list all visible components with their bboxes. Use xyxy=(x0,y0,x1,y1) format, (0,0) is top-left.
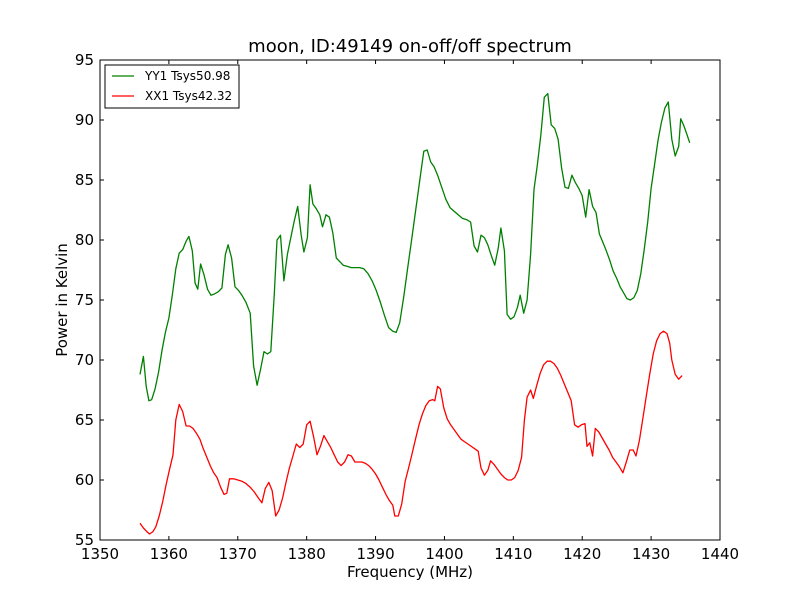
y-axis-label: Power in Kelvin xyxy=(53,243,71,357)
y-axis-ticks: 55 60 65 70 75 80 85 90 95 xyxy=(75,51,720,549)
y-tick-label: 70 xyxy=(75,351,94,369)
x-tick-label: 1400 xyxy=(425,545,463,563)
y-tick-label: 65 xyxy=(75,411,94,429)
chart-title: moon, ID:49149 on-off/off spectrum xyxy=(248,36,572,57)
x-axis-ticks: 1350 1360 1370 1380 1390 1400 1410 1420 1430 1440 xyxy=(81,60,739,563)
legend-box xyxy=(104,64,240,109)
series-line-0 xyxy=(139,92,691,402)
x-tick-label: 1410 xyxy=(494,545,532,563)
x-tick-label: 1430 xyxy=(632,545,670,563)
x-axis-label: Frequency (MHz) xyxy=(347,563,473,581)
x-tick-label: 1420 xyxy=(563,545,601,563)
y-tick-label: 90 xyxy=(75,111,94,129)
y-tick-label: 80 xyxy=(75,231,94,249)
y-tick-label: 95 xyxy=(75,51,94,69)
y-tick-label: 75 xyxy=(75,291,94,309)
y-tick-label: 55 xyxy=(75,531,94,549)
legend: YY1 Tsys50.98 XX1 Tsys42.32 xyxy=(104,64,240,109)
x-tick-label: 1390 xyxy=(356,545,394,563)
y-tick-label: 60 xyxy=(75,471,94,489)
x-tick-label: 1380 xyxy=(288,545,326,563)
plot-background xyxy=(100,60,720,540)
x-tick-label: 1360 xyxy=(150,545,188,563)
x-tick-label: 1440 xyxy=(701,545,739,563)
series-line-1 xyxy=(139,330,683,535)
legend-label-0: YY1 Tsys50.98 xyxy=(144,69,230,83)
legend-label-1: XX1 Tsys42.32 xyxy=(145,89,232,103)
x-tick-label: 1350 xyxy=(81,545,119,563)
x-tick-label: 1370 xyxy=(219,545,257,563)
series-layer xyxy=(139,92,691,535)
plot-area xyxy=(100,60,720,540)
y-tick-label: 85 xyxy=(75,171,94,189)
